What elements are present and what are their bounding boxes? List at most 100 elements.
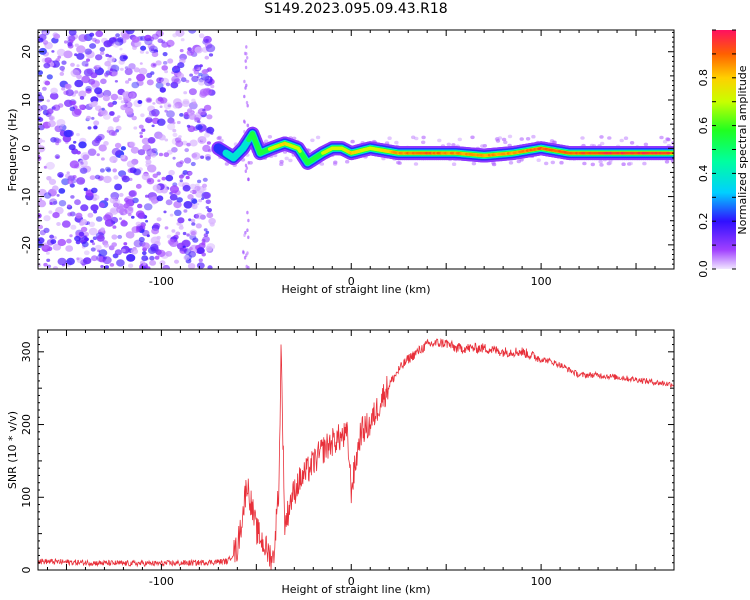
noise-speckle-dot	[100, 265, 104, 268]
noise-speckle-dot	[117, 96, 123, 100]
noise-speckle-dot	[180, 77, 187, 83]
noise-speckle-dot	[76, 52, 85, 60]
noise-speckle-dot	[163, 102, 172, 110]
noise-speckle-dot	[150, 62, 157, 68]
noise-speckle-dot	[131, 81, 140, 89]
noise-speckle-dot	[171, 75, 180, 83]
noise-speckle-dot	[246, 251, 249, 255]
noise-speckle-dot	[205, 206, 209, 209]
noise-speckle-dot	[204, 132, 210, 138]
noise-speckle-dot	[93, 193, 97, 197]
ridge-halo-dot	[437, 138, 442, 143]
noise-speckle-dot	[67, 212, 73, 217]
noise-speckle-dot	[109, 111, 115, 116]
noise-speckle-dot	[197, 120, 201, 124]
noise-speckle-dot	[101, 107, 105, 111]
noise-speckle-dot	[245, 45, 248, 49]
ridge-halo-dot	[495, 139, 501, 143]
noise-speckle-dot	[202, 108, 206, 112]
noise-speckle-dot	[165, 174, 174, 182]
ridge-halo-dot	[507, 134, 513, 139]
ridge-halo-dot	[421, 135, 426, 140]
noise-speckle-dot	[96, 234, 105, 242]
noise-speckle-dot	[72, 175, 77, 179]
noise-speckle-dot	[133, 168, 142, 176]
noise-speckle-dot	[64, 173, 71, 179]
noise-speckle-dot	[79, 96, 85, 100]
noise-speckle-dot	[119, 47, 123, 51]
noise-speckle-dot	[38, 104, 43, 112]
noise-speckle-dot	[191, 189, 197, 195]
noise-speckle-dot	[141, 255, 149, 262]
noise-speckle-dot	[142, 262, 146, 266]
noise-speckle-dot	[175, 140, 184, 147]
ridge-halo-dot	[248, 161, 253, 165]
noise-speckle-dot	[245, 100, 249, 105]
noise-speckle-dot	[95, 105, 102, 111]
noise-speckle-dot	[163, 152, 170, 158]
noise-speckle-dot	[121, 175, 130, 183]
tick-label: 0	[20, 567, 33, 574]
noise-speckle-dot	[182, 100, 190, 107]
noise-speckle-dot	[133, 126, 138, 130]
snr-series-line	[38, 338, 674, 570]
noise-speckle-dot	[109, 196, 118, 204]
tick-label: 0	[20, 145, 33, 152]
noise-speckle-dot	[164, 226, 169, 230]
noise-speckle-dot	[191, 222, 196, 226]
noise-speckle-dot	[125, 231, 135, 239]
noise-speckle-dot	[193, 214, 200, 219]
noise-speckle-dot	[120, 104, 127, 111]
noise-speckle-dot	[187, 194, 194, 200]
noise-speckle-dot	[119, 192, 124, 197]
ridge-halo-dot	[446, 142, 451, 147]
noise-speckle-dot	[169, 185, 179, 194]
noise-speckle-dot	[191, 153, 198, 158]
noise-speckle-dot	[189, 139, 198, 147]
noise-speckle-dot	[144, 34, 152, 42]
noise-speckle-dot	[183, 112, 189, 116]
noise-speckle-dot	[246, 123, 249, 128]
noise-speckle-dot	[104, 60, 111, 67]
noise-speckle-dot	[49, 198, 58, 206]
noise-speckle-dot	[145, 159, 152, 165]
noise-speckle-dot	[128, 213, 132, 217]
noise-speckle-dot	[89, 175, 96, 181]
noise-speckle-dot	[126, 254, 136, 262]
ridge-halo-dot	[470, 135, 475, 140]
noise-speckle-dot	[111, 71, 119, 77]
noise-speckle-dot	[177, 62, 185, 69]
noise-speckle-dot	[148, 45, 158, 54]
noise-speckle-dot	[90, 72, 98, 79]
noise-speckle-dot	[56, 138, 62, 144]
noise-speckle-dot	[115, 129, 119, 133]
noise-speckle-dot	[63, 129, 73, 138]
noise-speckle-dot	[190, 231, 196, 236]
noise-speckle-dot	[152, 184, 161, 192]
noise-speckle-dot	[64, 99, 73, 108]
noise-speckle-dot	[131, 36, 140, 43]
ridge-halo-dot	[519, 137, 524, 141]
noise-speckle-dot	[137, 100, 143, 104]
noise-speckle-dot	[183, 201, 193, 209]
noise-speckle-dot	[39, 230, 46, 236]
colorbar-ticks: 0.0 0.2 0.4 0.6 0.8	[697, 29, 736, 278]
noise-speckle-dot	[210, 84, 215, 89]
noise-speckle-dot	[184, 157, 192, 164]
noise-speckle-dot	[159, 97, 168, 104]
noise-speckle-dot	[209, 222, 215, 227]
ridge-halo-dot	[319, 162, 325, 166]
noise-speckle-dot	[189, 73, 194, 77]
noise-speckle-dot	[246, 103, 249, 108]
noise-speckle-dot	[198, 258, 203, 263]
noise-speckle-dot	[38, 145, 46, 153]
ridge-halo-dot	[345, 159, 350, 164]
bottom-xlabel: Height of straight line (km)	[281, 583, 430, 596]
ridge-halo-dot	[642, 161, 647, 166]
noise-speckle-dot	[95, 54, 103, 61]
noise-speckle-dot	[47, 120, 56, 128]
noise-speckle-dot	[203, 228, 208, 232]
noise-speckle-dot	[183, 209, 188, 213]
ridge-halo-dot	[216, 136, 221, 141]
tick-label: 0.0	[697, 260, 710, 278]
